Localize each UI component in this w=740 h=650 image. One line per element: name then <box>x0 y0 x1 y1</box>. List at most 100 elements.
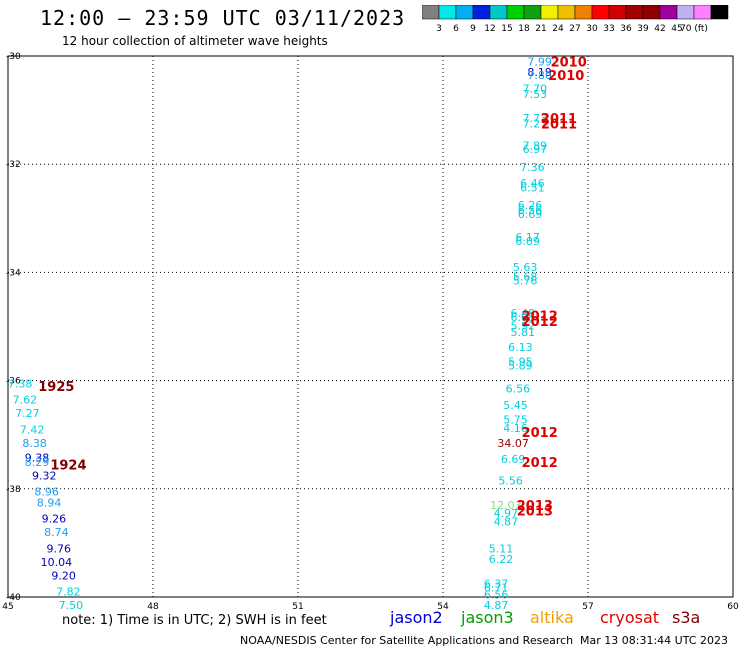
altimeter-plot: 45 48 51 54 57 60-30-32-34-36-38-407.998.197.… <box>2 52 739 612</box>
scale-label: 27 <box>569 24 580 34</box>
wave-height-label: 9.76 <box>47 542 72 555</box>
wave-height-label: 6.69 <box>501 453 526 466</box>
wave-height-label: 5.11 <box>489 542 514 555</box>
legend-altika: altika <box>530 608 574 627</box>
scale-label: 24 <box>552 24 564 34</box>
scale-label: 33 <box>603 24 614 34</box>
y-tick-label: -40 <box>6 593 21 603</box>
wave-height-label: 5.75 <box>503 414 528 427</box>
wave-height-label: 6.22 <box>489 553 514 566</box>
wave-height-label: 5.63 <box>513 261 538 274</box>
time-label: 2011 <box>541 118 577 133</box>
wave-height-label: 5.95 <box>508 356 533 369</box>
scale-label: 15 <box>501 24 512 34</box>
time-label: 2012 <box>522 426 558 441</box>
wave-height-label: 6.56 <box>506 383 531 396</box>
wave-height-label: 7.38 <box>8 377 33 390</box>
wave-height-label: 7.36 <box>520 161 545 174</box>
scale-label: 6 <box>453 24 459 34</box>
wave-height-label: 6.13 <box>508 341 533 354</box>
wave-height-label: 6.56 <box>518 204 543 217</box>
x-tick-label: 60 <box>727 602 739 612</box>
y-tick-label: -30 <box>6 52 21 62</box>
scale-label: 36 <box>620 24 632 34</box>
wave-height-label: 4.87 <box>494 515 519 528</box>
timestamp: Mar 13 08:31:44 UTC 2023 <box>580 634 728 647</box>
time-label: 2012 <box>522 315 558 330</box>
wave-height-label: 5.45 <box>503 399 528 412</box>
wave-height-label: 7.80 <box>527 69 552 82</box>
wave-height-label: 9.38 <box>25 451 50 464</box>
scale-label: 39 <box>637 24 649 34</box>
wave-height-label: 7.62 <box>13 394 38 407</box>
wave-height-label: 4.16 <box>503 422 528 435</box>
wave-height-label: 6.97 <box>523 143 548 156</box>
wave-height-label: 7.89 <box>523 139 548 152</box>
wave-height-label: 4.97 <box>494 507 519 520</box>
x-tick-label: 51 <box>292 602 303 612</box>
wave-height-label: 6.37 <box>484 577 509 590</box>
page-title: 12:00 – 23:59 UTC 03/11/2023 <box>40 6 406 30</box>
legend-jason3: jason3 <box>461 608 514 627</box>
wave-height-label: 7.73 <box>523 112 548 125</box>
y-tick-label: -34 <box>6 268 21 278</box>
wave-height-label: 5.92 <box>511 319 536 332</box>
page-subtitle: 12 hour collection of altimeter wave hei… <box>62 34 328 48</box>
wave-height-label: 6.09 <box>515 235 540 248</box>
legend-cryosat: cryosat <box>600 608 660 627</box>
wave-height-label: 7.27 <box>15 407 40 420</box>
y-tick-label: -38 <box>6 485 21 495</box>
scale-label: 42 <box>654 24 665 34</box>
scale-label: 12 <box>484 24 495 34</box>
time-label: 2011 <box>541 112 577 127</box>
wave-height-label: 6.26 <box>518 199 543 212</box>
time-label: 1924 <box>50 458 86 473</box>
wave-height-label: 8.96 <box>34 486 59 499</box>
legend-jason2: jason2 <box>390 608 443 627</box>
time-label: 2012 <box>522 310 558 325</box>
x-tick-label: 48 <box>147 602 159 612</box>
wave-height-label: 7.50 <box>59 599 84 612</box>
wave-height-label: 6.69 <box>518 208 543 221</box>
wave-height-label: 7.42 <box>20 423 45 436</box>
wave-height-label: 7.99 <box>527 55 552 68</box>
y-tick-label: -32 <box>6 160 21 170</box>
scale-label: 3 <box>436 24 442 34</box>
time-label: 2012 <box>522 456 558 471</box>
scale-label: 18 <box>518 24 530 34</box>
wave-height-label: 8.74 <box>44 526 69 539</box>
wave-height-label: 7.53 <box>523 88 548 101</box>
wave-height-label: 5.81 <box>511 326 536 339</box>
wave-height-label: 8.19 <box>527 66 552 79</box>
wave-height-label: 9.20 <box>51 569 76 582</box>
wave-height-label: 7.82 <box>56 586 81 599</box>
wave-height-label: 5.76 <box>513 275 538 288</box>
wave-height-label: 12.03 <box>490 499 522 512</box>
wave-height-label: 6.46 <box>520 177 545 190</box>
y-tick-label: -36 <box>6 377 21 387</box>
wave-height-label: 8.38 <box>22 437 47 450</box>
wave-height-label: 7.70 <box>523 82 548 95</box>
time-label: 2010 <box>551 55 587 70</box>
x-tick-label: 54 <box>437 602 449 612</box>
wave-height-label: 8.29 <box>25 456 50 469</box>
scale-label: 30 <box>586 24 598 34</box>
scale-label: 21 <box>535 24 546 34</box>
scale-label: 70 (ft) <box>680 24 708 34</box>
wave-height-label: 6.71 <box>484 581 509 594</box>
wave-height-label: 6.51 <box>520 181 545 194</box>
x-tick-label: 57 <box>582 602 593 612</box>
wave-height-label: 34.07 <box>497 437 529 450</box>
wave-height-label: 5.56 <box>498 475 523 488</box>
scale-label: 9 <box>470 24 476 34</box>
wave-height-label: 6.17 <box>515 231 540 244</box>
credit-text: NOAA/NESDIS Center for Satellite Applica… <box>240 634 574 647</box>
wave-height-label: 7.27 <box>523 118 548 131</box>
wave-height-label: 4.87 <box>484 599 509 612</box>
time-label: 2013 <box>517 504 553 519</box>
scale-swatch <box>710 5 729 20</box>
x-tick-label: 45 <box>2 602 13 612</box>
wave-height-label: 5.68 <box>513 271 538 284</box>
wave-height-label: 9.26 <box>42 513 67 526</box>
